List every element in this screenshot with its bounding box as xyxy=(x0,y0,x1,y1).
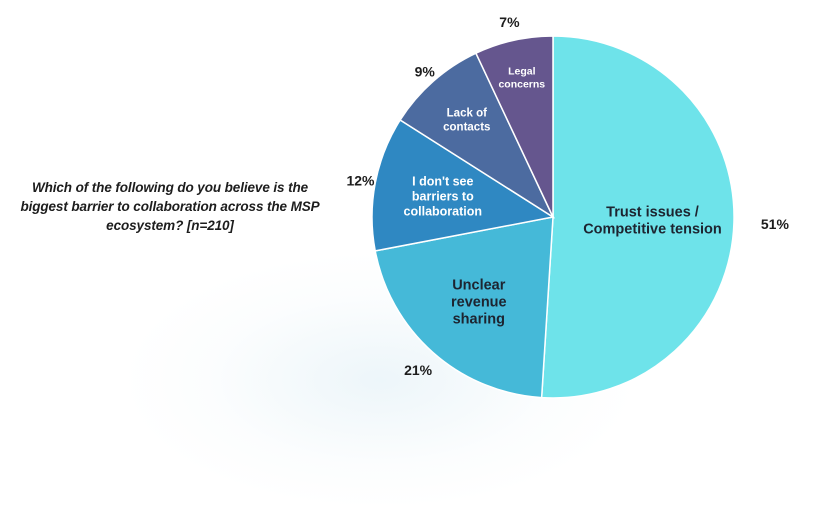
slice-label-4: Lack of contacts xyxy=(443,107,490,133)
percent-label-1: 51% xyxy=(761,216,790,232)
slice-label-line: I don't see xyxy=(412,174,473,188)
slice-label-line: collaboration xyxy=(404,204,482,218)
slice-label-line: barriers to xyxy=(412,189,474,203)
question-text: Which of the following do you believe is… xyxy=(20,180,320,233)
pie-slice-4 xyxy=(399,52,555,220)
slice-label-line: Unclear xyxy=(452,277,506,293)
pie-slice-2 xyxy=(374,216,554,399)
percent-label-4: 9% xyxy=(415,64,436,80)
pie-slice-3 xyxy=(371,118,556,252)
pie-slice-1 xyxy=(540,35,735,399)
slice-label-line: Trust issues / xyxy=(606,205,699,221)
slice-label-line: concerns xyxy=(498,79,545,91)
slice-label-line: Lack of xyxy=(447,107,487,119)
slice-label-3: I don't see barriers to collaboration xyxy=(404,174,482,218)
pie-chart: Trust issues / Competitive tension 51% Uncl… xyxy=(346,14,790,399)
slice-label-5: Legal concerns xyxy=(498,66,545,91)
percent-label-5: 7% xyxy=(499,14,520,30)
slice-label-line: Legal xyxy=(508,66,536,78)
percent-label-2: 21% xyxy=(404,362,433,378)
slice-label-1: Trust issues / Competitive tension xyxy=(583,205,722,238)
slice-label-line: contacts xyxy=(443,121,490,133)
slice-label-line: Competitive tension xyxy=(583,222,722,238)
slice-label-line: revenue xyxy=(451,294,507,310)
pie-slice-5 xyxy=(474,35,554,218)
slice-label-2: Unclear revenue sharing xyxy=(451,277,507,327)
percent-label-3: 12% xyxy=(346,172,375,188)
slice-label-line: sharing xyxy=(453,311,505,327)
